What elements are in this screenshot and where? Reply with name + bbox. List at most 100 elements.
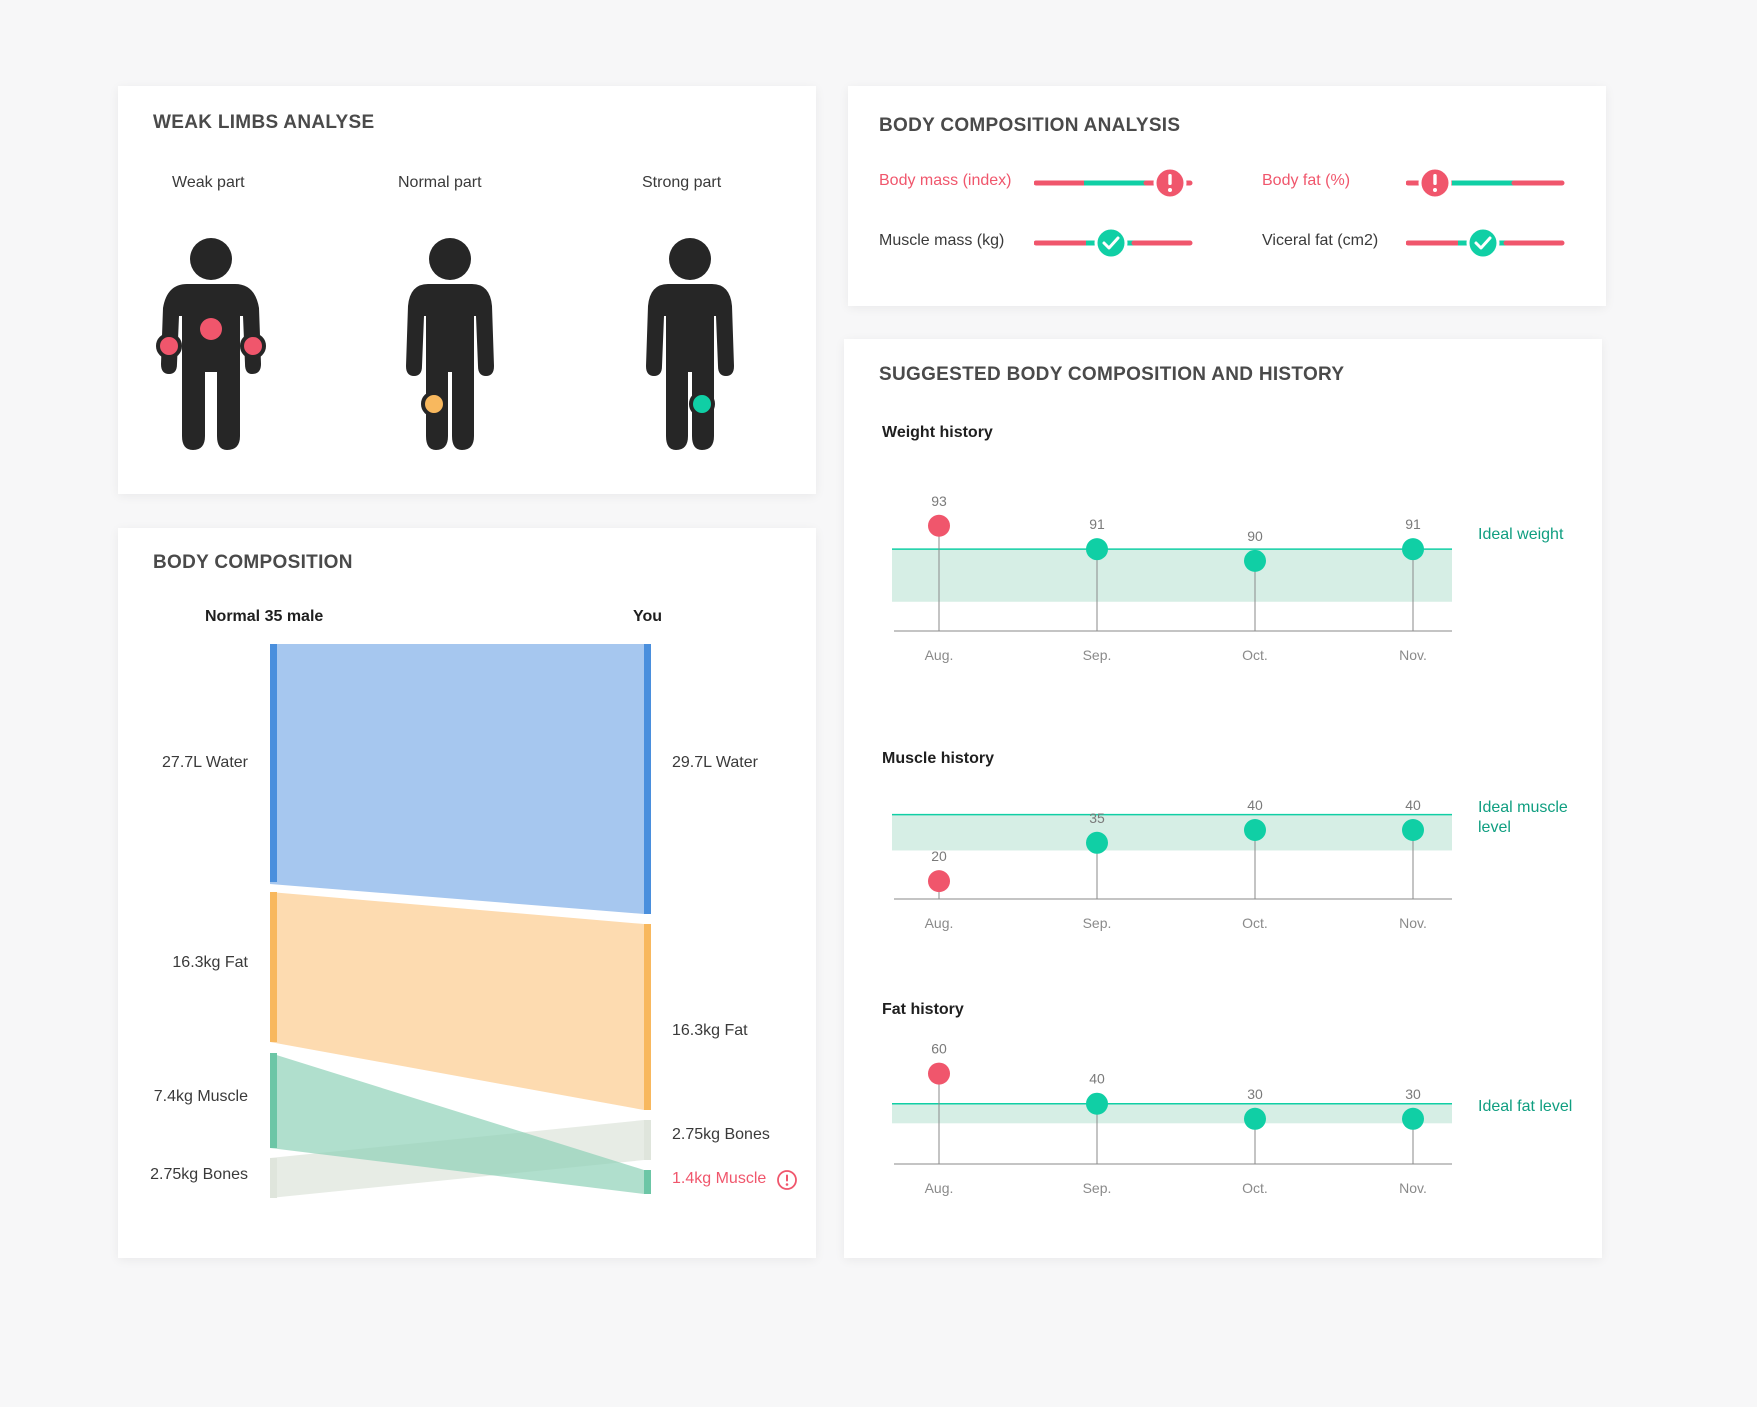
data-point: [1086, 1092, 1108, 1115]
muscle-mass-gauge: [1034, 226, 1193, 260]
value-label: 91: [1405, 516, 1421, 532]
right-muscle-label: 1.4kg Muscle: [672, 1170, 767, 1187]
check-icon: [1094, 226, 1128, 260]
composition-analysis-title: BODY COMPOSITION ANALYSIS: [879, 115, 1181, 136]
left-muscle-label: 7.4kg Muscle: [153, 1088, 248, 1105]
month-label: Sep.: [1083, 1180, 1112, 1196]
value-label: 90: [1247, 528, 1263, 544]
person-normal-icon: [406, 238, 494, 450]
value-label: 40: [1089, 1071, 1105, 1087]
weak-marker: [200, 318, 222, 340]
ideal-fat-label[interactable]: Ideal fat level: [1478, 1098, 1573, 1115]
ideal-band: [892, 1103, 1452, 1124]
fat-flow: [270, 892, 644, 1110]
month-label: Sep.: [1083, 647, 1112, 663]
month-label: Oct.: [1242, 647, 1268, 663]
data-point: [1402, 819, 1424, 841]
left-fat-node: [270, 892, 277, 1042]
month-label: Nov.: [1399, 647, 1427, 663]
data-point: [1402, 1107, 1424, 1130]
right-water-label: 29.7L Water: [672, 754, 758, 771]
check-icon: [1466, 226, 1500, 260]
value-label: 30: [1247, 1086, 1263, 1102]
right-muscle-node: [644, 1170, 651, 1194]
month-label: Nov.: [1399, 915, 1427, 931]
person-strong-icon: [646, 238, 734, 450]
history-card: SUGGESTED BODY COMPOSITION AND HISTORY W…: [844, 339, 1602, 1258]
body-fat-gauge: [1406, 166, 1565, 200]
month-label: Aug.: [925, 915, 954, 931]
right-fat-label: 16.3kg Fat: [672, 1022, 748, 1039]
ideal-weight-label[interactable]: Ideal weight: [1478, 526, 1564, 543]
alert-circle-icon: [777, 1170, 797, 1190]
right-water-node: [644, 644, 651, 914]
data-point: [1086, 831, 1108, 854]
body-mass-label: Body mass (index): [879, 172, 1012, 189]
ideal-muscle-label[interactable]: Ideal muscle level: [1478, 799, 1568, 836]
strong-marker: [689, 391, 715, 417]
muscle-history-chart: 20 Aug. 35 Sep. 40 Oct. 40 Nov.: [892, 797, 1452, 931]
right-header: You: [633, 608, 663, 625]
strong-part-label: Strong part: [642, 174, 722, 191]
right-bones-node: [644, 1120, 651, 1160]
body-fat-label: Body fat (%): [1262, 172, 1351, 189]
viceral-fat-gauge: [1406, 226, 1565, 260]
weight-history-chart: 93 Aug. 91 Sep. 90 Oct. 91 Nov.: [892, 493, 1452, 663]
left-muscle-node: [270, 1053, 277, 1148]
value-label: 40: [1247, 797, 1263, 813]
month-label: Nov.: [1399, 1180, 1427, 1196]
month-label: Oct.: [1242, 915, 1268, 931]
data-point: [928, 1062, 950, 1085]
normal-marker: [421, 391, 447, 417]
left-bones-node: [270, 1158, 277, 1198]
left-fat-label: 16.3kg Fat: [172, 954, 248, 971]
ideal-band: [892, 549, 1452, 602]
weak-marker: [156, 333, 182, 359]
value-label: 93: [931, 493, 947, 509]
weak-marker: [240, 333, 266, 359]
value-label: 91: [1089, 516, 1105, 532]
month-label: Aug.: [925, 647, 954, 663]
body-composition-card: BODY COMPOSITION Normal 35 male You 27.7…: [118, 528, 816, 1258]
water-flow: [270, 644, 644, 914]
value-label: 60: [931, 1041, 947, 1057]
viceral-fat-label: Viceral fat (cm2): [1262, 232, 1379, 249]
person-weak-icon: [156, 238, 266, 450]
data-point: [1244, 819, 1266, 841]
body-composition-title: BODY COMPOSITION: [153, 552, 353, 573]
left-header: Normal 35 male: [205, 608, 324, 625]
right-bones-label: 2.75kg Bones: [672, 1126, 770, 1143]
data-point: [1244, 1107, 1266, 1130]
value-label: 35: [1089, 810, 1105, 826]
data-point: [1402, 538, 1424, 561]
fat-history-chart: 60 Aug. 40 Sep. 30 Oct. 30 Nov.: [892, 1041, 1452, 1196]
data-point: [1086, 538, 1108, 561]
composition-flow-diagram: [270, 644, 651, 1198]
muscle-mass-label: Muscle mass (kg): [879, 232, 1005, 249]
weak-limbs-title: WEAK LIMBS ANALYSE: [153, 112, 375, 133]
muscle-history-title: Muscle history: [882, 750, 995, 767]
fat-history-title: Fat history: [882, 1001, 964, 1018]
weak-part-label: Weak part: [172, 174, 245, 191]
weight-history-title: Weight history: [882, 424, 993, 441]
left-bones-label: 2.75kg Bones: [150, 1166, 248, 1183]
value-label: 40: [1405, 797, 1421, 813]
normal-part-label: Normal part: [398, 174, 482, 191]
data-point: [928, 870, 950, 893]
body-mass-gauge: [1034, 166, 1193, 200]
weak-limbs-card: WEAK LIMBS ANALYSE Weak part Normal part…: [118, 86, 816, 494]
month-label: Aug.: [925, 1180, 954, 1196]
right-fat-node: [644, 924, 651, 1110]
left-water-label: 27.7L Water: [162, 754, 248, 771]
month-label: Sep.: [1083, 915, 1112, 931]
left-water-node: [270, 644, 277, 882]
value-label: 20: [931, 848, 947, 864]
data-point: [928, 514, 950, 537]
data-point: [1244, 549, 1266, 572]
history-title: SUGGESTED BODY COMPOSITION AND HISTORY: [879, 364, 1345, 385]
ideal-band: [892, 814, 1452, 851]
muscle-flow: [270, 1053, 644, 1194]
body-composition-analysis-card: BODY COMPOSITION ANALYSIS Body mass (ind…: [848, 86, 1606, 306]
value-label: 30: [1405, 1086, 1421, 1102]
month-label: Oct.: [1242, 1180, 1268, 1196]
